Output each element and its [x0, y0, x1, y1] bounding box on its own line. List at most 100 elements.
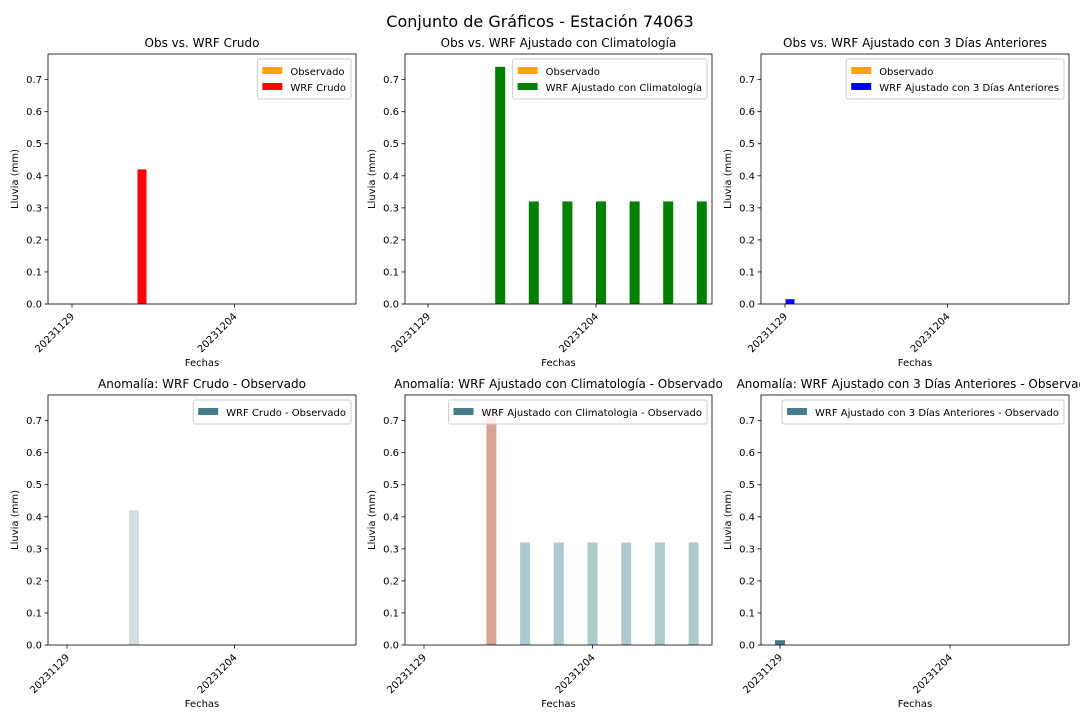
y-tick-label: 0.5 [383, 480, 399, 491]
legend: WRF Crudo - Observado [192, 399, 352, 425]
legend-swatch [517, 83, 538, 90]
y-tick-label: 0.0 [383, 300, 399, 311]
legend-label: Observado [879, 67, 933, 78]
x-axis-label: Fechas [898, 358, 933, 369]
figure-suptitle: Conjunto de Gráficos - Estación 74063 [386, 12, 693, 31]
legend-box [447, 399, 708, 425]
bar [562, 201, 573, 304]
bar [528, 201, 539, 304]
legend: Observado WRF Crudo [256, 58, 352, 100]
y-tick-label: 0.2 [26, 576, 42, 587]
y-tick-label: 0.6 [383, 448, 399, 459]
y-tick-label: 0.7 [26, 416, 42, 427]
y-axis-label: Lluvia (mm) [367, 149, 378, 209]
y-tick-label: 0.6 [739, 107, 755, 118]
y-tick-label: 0.4 [26, 171, 42, 182]
y-tick-label: 0.1 [383, 608, 399, 619]
y-tick-label: 0.0 [383, 641, 399, 652]
subplot-title: Anomalía: WRF Ajustado con 3 Días Anteri… [737, 377, 1080, 391]
legend-swatch [851, 67, 872, 74]
y-tick-label: 0.4 [739, 171, 755, 182]
y-tick-label: 0.5 [26, 139, 42, 150]
bar [596, 201, 606, 304]
axes-frame [760, 53, 1070, 305]
y-tick-label: 0.0 [739, 300, 755, 311]
y-axis-label: Lluvia (mm) [10, 490, 21, 550]
y-tick-label: 0.2 [739, 235, 755, 246]
subplot-title: Anomalía: WRF Ajustado con Climatología … [394, 377, 723, 391]
y-tick-label: 0.0 [26, 300, 42, 311]
y-tick-label: 0.2 [739, 576, 755, 587]
y-tick-label: 0.4 [739, 512, 755, 523]
legend-swatch [787, 408, 808, 415]
legend-swatch [453, 408, 474, 415]
legend-label: Observado [290, 67, 344, 78]
axes-frame [760, 394, 1070, 646]
subplot-title: Obs vs. WRF Ajustado con Climatología [441, 36, 677, 50]
y-tick-label: 0.2 [26, 235, 42, 246]
subplot-title: Anomalía: WRF Crudo - Observado [98, 377, 306, 391]
y-tick-label: 0.5 [739, 480, 755, 491]
subplot-1: Obs vs. WRF Crudo 0.0 0.1 0.2 0.3 0.4 0.5 0.6 0.… [10, 36, 357, 369]
y-tick-label: 0.4 [383, 512, 399, 523]
x-axis-label: Fechas [898, 699, 933, 710]
legend: Observado WRF Ajustado con 3 Días Anterio… [845, 58, 1065, 100]
legend-swatch [262, 83, 283, 90]
y-tick-label: 0.6 [383, 107, 399, 118]
subplot-3: Obs vs. WRF Ajustado con 3 Días Anterior… [723, 36, 1070, 369]
legend-label: WRF Crudo [290, 83, 346, 94]
x-tick-label: 20231129 [28, 652, 72, 696]
y-tick-label: 0.3 [383, 203, 399, 214]
legend: Observado WRF Ajustado con Climatología [512, 58, 708, 100]
y-axis-label: Lluvia (mm) [10, 149, 21, 209]
x-tick-label: 20231129 [389, 311, 433, 355]
legend-swatch [851, 83, 872, 90]
bar [688, 542, 699, 645]
x-axis-label: Fechas [185, 358, 220, 369]
x-tick-label: 20231204 [196, 311, 240, 355]
bar [785, 299, 795, 304]
bar [587, 542, 598, 645]
legend-label: WRF Ajustado con Climatologia - Observad… [481, 408, 702, 419]
x-tick-label: 20231129 [746, 311, 790, 355]
legend-label: WRF Ajustado con Climatología [546, 82, 702, 94]
bar [553, 542, 564, 645]
legend-label: WRF Ajustado con 3 Días Anteriores - Obs… [815, 407, 1059, 419]
y-tick-label: 0.3 [739, 544, 755, 555]
x-tick-label: 20231204 [911, 652, 955, 696]
x-tick-label: 20231129 [741, 652, 785, 696]
y-axis-label: Lluvia (mm) [723, 149, 734, 209]
legend-swatch [517, 67, 538, 74]
legend-label: Observado [546, 67, 600, 78]
legend-swatch [198, 408, 219, 415]
bar [129, 510, 139, 645]
x-tick-label: 20231204 [909, 311, 953, 355]
x-tick-label: 20231204 [196, 652, 240, 696]
y-tick-label: 0.6 [739, 448, 755, 459]
legend-box [781, 399, 1065, 425]
y-tick-label: 0.5 [26, 480, 42, 491]
subplot-2: Obs vs. WRF Ajustado con Climatología 0.0… [367, 36, 713, 369]
y-tick-label: 0.1 [26, 608, 42, 619]
axes-frame [404, 394, 713, 646]
axes-frame [404, 53, 713, 305]
y-tick-label: 0.6 [26, 107, 42, 118]
subplot-4: Anomalía: WRF Crudo - Observado 0.0 0.1 0.2… [10, 377, 357, 710]
y-tick-label: 0.1 [739, 267, 755, 278]
y-tick-label: 0.3 [26, 203, 42, 214]
y-tick-label: 0.3 [26, 544, 42, 555]
y-tick-label: 0.0 [26, 641, 42, 652]
y-tick-label: 0.1 [26, 267, 42, 278]
legend-box [845, 58, 1065, 100]
y-tick-label: 0.6 [26, 448, 42, 459]
legend: WRF Ajustado con Climatologia - Observad… [447, 399, 708, 425]
y-tick-label: 0.7 [383, 416, 399, 427]
x-axis-label: Fechas [541, 358, 576, 369]
y-tick-label: 0.1 [383, 267, 399, 278]
bar [775, 640, 785, 645]
subplot-title: Obs vs. WRF Ajustado con 3 Días Anterior… [783, 36, 1047, 50]
x-tick-label: 20231204 [554, 652, 598, 696]
subplot-title: Obs vs. WRF Crudo [145, 36, 260, 50]
axes-frame [47, 53, 357, 305]
x-tick-label: 20231129 [385, 652, 429, 696]
